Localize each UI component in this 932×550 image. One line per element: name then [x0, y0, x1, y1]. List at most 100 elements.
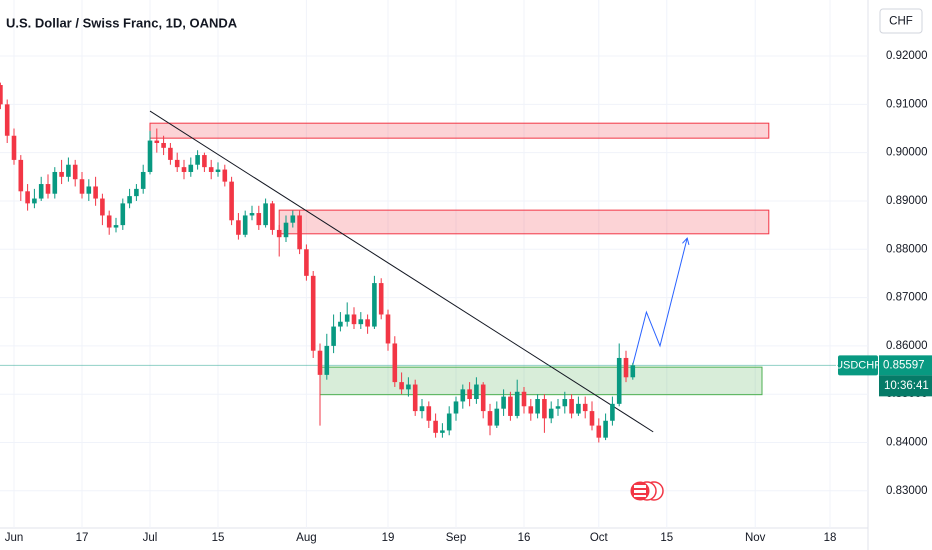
zone: [149, 122, 770, 139]
projection-path: [632, 238, 688, 365]
candle-body: [140, 171, 146, 189]
x-tick-label: Jun: [5, 532, 24, 544]
candle-body: [0, 85, 3, 105]
candle-body: [501, 396, 506, 409]
x-tick-label: Oct: [590, 532, 609, 544]
candle-body: [433, 420, 438, 433]
y-tick-label: 0.92000: [886, 50, 928, 62]
candle-body: [236, 220, 241, 235]
candle-body: [555, 406, 561, 409]
y-tick-label: 0.91000: [886, 98, 928, 110]
candle-body: [202, 155, 207, 168]
x-tick-label: 15: [660, 532, 673, 544]
candle-body: [276, 229, 282, 238]
candle-body: [521, 391, 527, 407]
projection-arrowhead: [682, 237, 690, 246]
chart-title: U.S. Dollar / Swiss Franc, 1D, OANDA: [6, 15, 238, 30]
candle-body: [168, 147, 173, 160]
candle-body: [32, 198, 37, 204]
candle-body: [38, 184, 44, 199]
candle-body: [45, 184, 51, 194]
candle-body: [93, 186, 98, 199]
events-icon[interactable]: [630, 481, 664, 501]
candle-body: [100, 198, 105, 216]
candle-body: [324, 345, 330, 375]
x-tick-label: 19: [382, 532, 395, 544]
candle-body: [86, 186, 92, 194]
candle-body: [4, 104, 10, 136]
candle-body: [290, 215, 296, 223]
candle-body: [467, 389, 472, 400]
candle-body: [548, 408, 554, 419]
candle-body: [358, 319, 364, 325]
candle-body: [610, 403, 615, 421]
candle-body: [378, 283, 384, 315]
candle-body: [487, 411, 493, 426]
candle-body: [222, 169, 228, 182]
y-tick-label: 0.87000: [886, 292, 928, 304]
candle-body: [419, 406, 425, 412]
candle-body: [426, 406, 432, 421]
candle-body: [229, 181, 234, 221]
candle-body: [310, 275, 316, 351]
candle-body: [134, 188, 139, 197]
candle-body: [106, 215, 112, 228]
candle-body: [616, 357, 622, 404]
candle-body: [181, 167, 187, 172]
y-tick-label: 0.88000: [886, 243, 928, 255]
symbol-tag: [838, 355, 878, 376]
trend-line: [149, 110, 654, 433]
price-tag: [879, 355, 932, 376]
candle-body: [385, 314, 391, 344]
candle-body: [446, 413, 452, 431]
candle-body: [623, 357, 629, 378]
candle-body: [406, 384, 411, 390]
candle-body: [270, 203, 275, 230]
candle-body: [569, 399, 574, 414]
candle-body: [283, 222, 289, 238]
candle-body: [174, 159, 180, 168]
candle-body: [242, 215, 248, 235]
candle-body: [514, 391, 520, 416]
candle-body: [372, 283, 377, 327]
x-tick-label: Aug: [296, 532, 316, 544]
x-tick-label: 15: [212, 532, 225, 544]
x-tick-label: 17: [76, 532, 89, 544]
currency-box[interactable]: [879, 8, 923, 34]
candle-body: [52, 171, 58, 194]
y-tick-label: 0.84000: [886, 437, 928, 449]
candle-body: [331, 326, 336, 346]
candle-body: [440, 430, 445, 433]
countdown-label: 10:36:41: [884, 380, 929, 392]
candle-body: [25, 191, 30, 204]
candle-body: [113, 225, 119, 228]
y-tick-label: 0.83000: [886, 485, 928, 497]
candle-body: [589, 411, 595, 426]
candle-body: [297, 215, 302, 250]
countdown-tag: [879, 375, 932, 397]
candles: [0, 82, 636, 443]
candle-body: [127, 196, 132, 204]
grid: [0, 0, 868, 528]
candle-body: [453, 401, 459, 414]
symbol-label: USDCHF: [835, 359, 881, 371]
candle-body: [18, 159, 24, 192]
candle-body: [11, 135, 17, 160]
candle-body: [161, 142, 166, 148]
zone: [319, 366, 763, 396]
zone: [278, 209, 770, 235]
candle-body: [72, 164, 78, 180]
candle-body: [208, 167, 214, 172]
candle-body: [508, 396, 513, 416]
candle-body: [535, 399, 540, 414]
candle-body: [562, 399, 568, 407]
currency-label[interactable]: CHF: [889, 16, 913, 28]
candle-body: [596, 425, 602, 438]
candle-body: [351, 314, 357, 325]
candle-body: [256, 213, 262, 226]
candle-body: [59, 171, 64, 177]
candle-body: [344, 314, 350, 322]
x-tick-label: Sep: [446, 532, 466, 544]
candle-body: [460, 389, 466, 402]
